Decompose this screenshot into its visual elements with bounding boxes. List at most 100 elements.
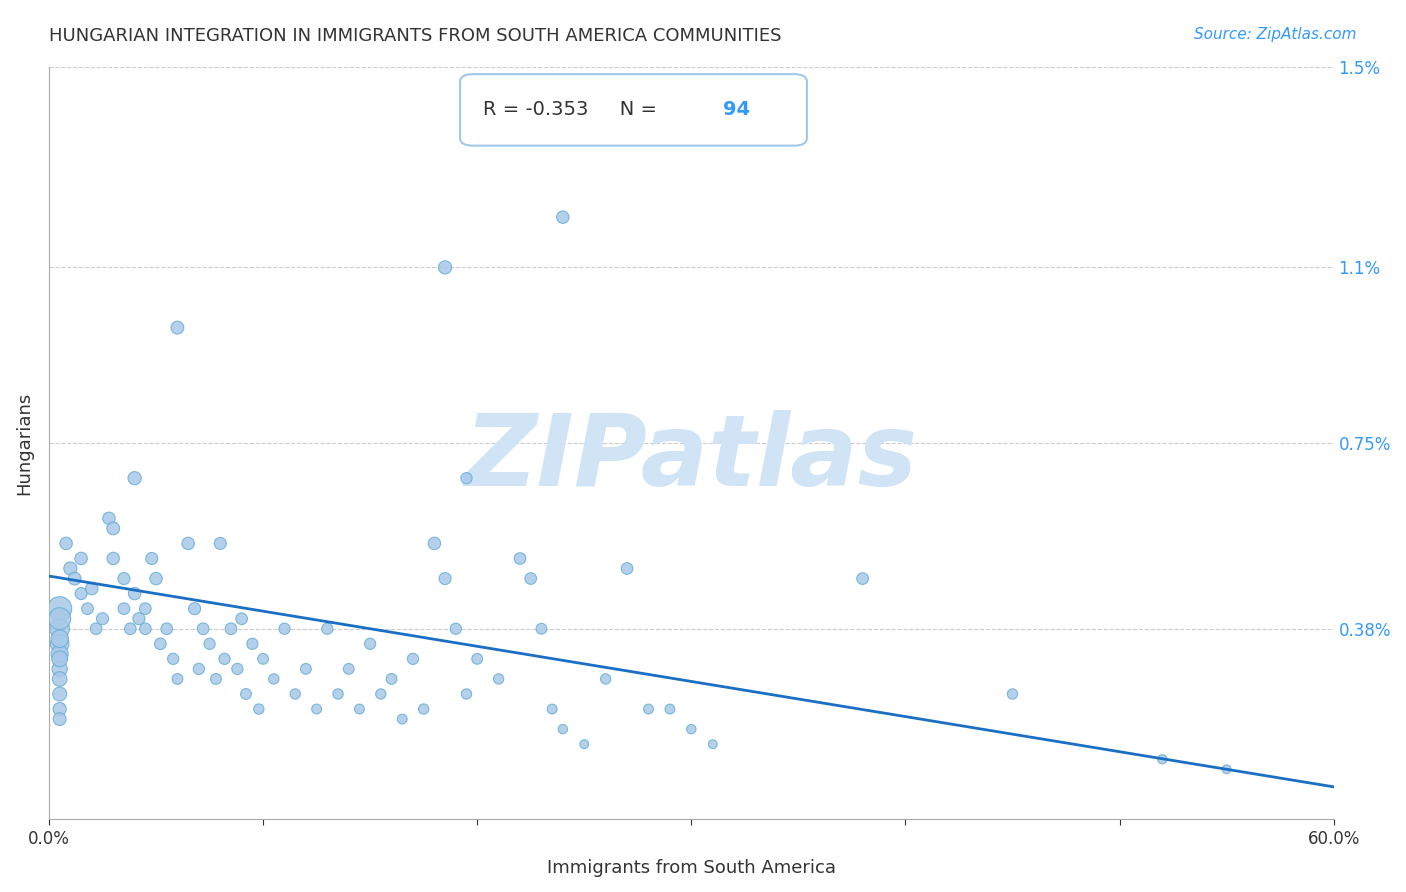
Point: [681, 722, 703, 736]
Point: [326, 687, 349, 701]
Point: [456, 471, 478, 485]
Point: [134, 622, 156, 636]
Point: [434, 260, 457, 275]
Text: R =: R =: [482, 98, 524, 118]
Point: [191, 622, 214, 636]
Text: HUNGARIAN INTEGRATION IN IMMIGRANTS FROM SOUTH AMERICA COMMUNITIES: HUNGARIAN INTEGRATION IN IMMIGRANTS FROM…: [49, 27, 782, 45]
Point: [120, 622, 142, 636]
Point: [541, 702, 564, 716]
Text: ZIPatlas: ZIPatlas: [465, 409, 918, 507]
Point: [198, 637, 221, 651]
Y-axis label: Hungarians: Hungarians: [15, 392, 32, 495]
Point: [263, 672, 285, 686]
Point: [305, 702, 328, 716]
Point: [91, 612, 114, 626]
Point: [595, 672, 617, 686]
Point: [128, 612, 150, 626]
Point: [402, 652, 425, 666]
Point: [247, 702, 270, 716]
Point: [391, 712, 413, 726]
Point: [488, 672, 510, 686]
Point: [1001, 687, 1024, 701]
Point: [183, 601, 205, 615]
Point: [145, 572, 167, 586]
Point: [509, 551, 531, 566]
Point: [214, 652, 236, 666]
Point: [103, 521, 125, 535]
Point: [103, 551, 125, 566]
Point: [551, 722, 574, 736]
Point: [48, 702, 70, 716]
Point: [55, 536, 77, 550]
X-axis label: Immigrants from South America: Immigrants from South America: [547, 859, 835, 877]
Point: [434, 572, 457, 586]
Text: Source: ZipAtlas.com: Source: ZipAtlas.com: [1194, 27, 1357, 42]
Point: [242, 637, 264, 651]
Point: [48, 652, 70, 666]
Point: [166, 672, 188, 686]
Point: [702, 737, 724, 751]
Point: [48, 622, 70, 636]
Point: [551, 210, 574, 224]
Point: [423, 536, 446, 550]
Point: [48, 601, 70, 615]
Point: [149, 637, 172, 651]
FancyBboxPatch shape: [460, 74, 807, 145]
Point: [205, 672, 228, 686]
Point: [530, 622, 553, 636]
Point: [519, 572, 541, 586]
Point: [124, 586, 146, 600]
Point: [337, 662, 360, 676]
Point: [76, 601, 98, 615]
Point: [252, 652, 274, 666]
Point: [48, 672, 70, 686]
Point: [852, 572, 875, 586]
Point: [219, 622, 242, 636]
Point: [48, 712, 70, 726]
Point: [63, 572, 86, 586]
Point: [124, 471, 146, 485]
Point: [349, 702, 371, 716]
Point: [70, 551, 93, 566]
Point: [316, 622, 339, 636]
Point: [574, 737, 596, 751]
Point: [134, 601, 156, 615]
Point: [187, 662, 209, 676]
Point: [84, 622, 107, 636]
Point: [80, 582, 103, 596]
Point: [465, 652, 488, 666]
Point: [235, 687, 257, 701]
Point: [48, 632, 70, 646]
Point: [209, 536, 232, 550]
Point: [166, 320, 188, 334]
Text: N =: N =: [602, 101, 664, 120]
Point: [359, 637, 381, 651]
Point: [1215, 762, 1237, 776]
Point: [370, 687, 392, 701]
Point: [295, 662, 318, 676]
Point: [226, 662, 249, 676]
Point: [456, 687, 478, 701]
Point: [59, 561, 82, 575]
Point: [48, 637, 70, 651]
Point: [1152, 752, 1174, 766]
Point: [156, 622, 179, 636]
Point: [48, 662, 70, 676]
Point: [141, 551, 163, 566]
Text: 94: 94: [724, 101, 751, 120]
Point: [177, 536, 200, 550]
Point: [412, 702, 434, 716]
Text: R = -0.353: R = -0.353: [484, 101, 589, 120]
Point: [380, 672, 402, 686]
Point: [284, 687, 307, 701]
Point: [616, 561, 638, 575]
Point: [444, 622, 467, 636]
Point: [70, 586, 93, 600]
Point: [231, 612, 253, 626]
Point: [48, 612, 70, 626]
Point: [637, 702, 659, 716]
Point: [162, 652, 184, 666]
Point: [97, 511, 120, 525]
Point: [112, 601, 135, 615]
Point: [658, 702, 681, 716]
